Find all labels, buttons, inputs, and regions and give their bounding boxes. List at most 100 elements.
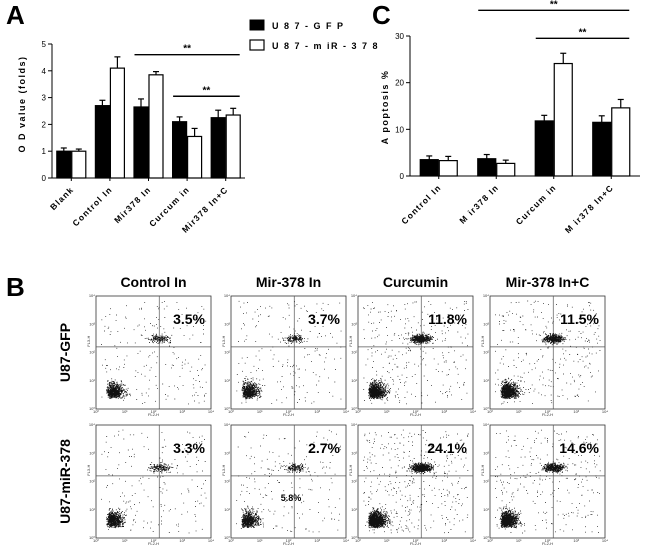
- flow-y-tick-label: 10⁰: [89, 535, 95, 540]
- chart-c-ytick-label: 10: [395, 125, 404, 134]
- flow-x-tick-label: 10³: [179, 538, 185, 543]
- flow-y-tick-label: 10¹: [224, 507, 230, 512]
- flow-y-tick-label: 10¹: [483, 507, 489, 512]
- flow-dots: [101, 300, 207, 405]
- flow-x-tick-label: 10⁰: [93, 409, 99, 414]
- chart-c-bar-gfp-1: [477, 158, 497, 177]
- flow-y-axis-label: FL3-H: [86, 336, 91, 347]
- flow-x-tick-label: 10³: [441, 409, 447, 414]
- flow-percentage: 11.8%: [428, 311, 467, 327]
- flow-percentage: 3.5%: [173, 311, 205, 327]
- chart-a-category-label: Blank: [48, 184, 76, 212]
- flow-y-tick-label: 10⁴: [483, 293, 489, 298]
- flow-y-tick-label: 10⁴: [89, 422, 95, 427]
- flow-x-tick-label: 10⁴: [602, 538, 608, 543]
- chart-a-significance-mark: **: [183, 44, 191, 55]
- chart-a-bar-mir-3: [187, 135, 203, 179]
- flow-y-tick-label: 10²: [89, 350, 95, 355]
- flow-y-tick-label: 10¹: [89, 378, 95, 383]
- flow-dots: [236, 300, 342, 405]
- panel-letter-c: C: [372, 0, 391, 30]
- flow-x-tick-label: 10²: [545, 538, 551, 543]
- flow-x-tick-label: 10⁰: [487, 409, 493, 414]
- flow-x-tick-label: 10³: [314, 538, 320, 543]
- flow-x-tick-label: 10²: [151, 409, 157, 414]
- chart-c-ytick-label: 20: [395, 79, 404, 88]
- flow-row-title: U87-miR-378: [57, 439, 73, 524]
- flow-y-tick-label: 10⁴: [224, 422, 230, 427]
- chart-c-significance-mark: **: [550, 0, 558, 10]
- flow-x-tick-label: 10³: [314, 409, 320, 414]
- flow-dots: [363, 429, 469, 534]
- chart-a-bar-mir-4: [225, 114, 241, 179]
- flow-y-tick-label: 10²: [224, 350, 230, 355]
- flow-dots: [363, 301, 469, 405]
- flow-dots: [495, 429, 601, 534]
- chart-a-category-label: Control In: [70, 184, 114, 228]
- flow-y-tick-label: 10¹: [224, 378, 230, 383]
- flow-cytometry-grid: Control In Mir-378 In Curcumin Mir-378 In+C…: [57, 274, 608, 546]
- flow-y-tick-label: 10¹: [351, 378, 357, 383]
- chart-c-bar-mir-3: [611, 107, 631, 177]
- chart-a-category-label: Mir378 In: [112, 184, 153, 225]
- flow-y-axis-label: FL3-H: [480, 465, 485, 476]
- flow-x-tick-label: 10⁰: [228, 538, 234, 543]
- flow-percentage: 3.7%: [308, 311, 340, 327]
- flow-x-tick-label: 10³: [573, 409, 579, 414]
- flow-percentage: 3.3%: [173, 440, 205, 456]
- flow-x-tick-label: 10²: [545, 409, 551, 414]
- legend: U 8 7 - G F P U 8 7 - m iR - 3 7 8: [249, 19, 378, 51]
- flow-extra-percentage: 5.8%: [281, 493, 302, 503]
- chart-a-bar-gfp-3: [172, 121, 188, 179]
- flow-y-tick-label: 10³: [351, 450, 357, 455]
- flow-y-axis-label: FL3-H: [348, 336, 353, 347]
- flow-column-title: Mir-378 In+C: [506, 274, 590, 290]
- flow-y-tick-label: 10³: [89, 450, 95, 455]
- flow-y-tick-label: 10¹: [89, 507, 95, 512]
- flow-x-tick-label: 10¹: [516, 409, 522, 414]
- flow-x-tick-label: 10³: [179, 409, 185, 414]
- flow-y-tick-label: 10⁰: [351, 406, 357, 411]
- flow-x-axis-label: FL2-H: [410, 412, 421, 417]
- flow-y-tick-label: 10⁴: [224, 293, 230, 298]
- chart-a-ytick-label: 4: [42, 67, 47, 76]
- flow-y-tick-label: 10¹: [483, 378, 489, 383]
- flow-y-tick-label: 10²: [224, 479, 230, 484]
- flow-y-tick-label: 10²: [483, 350, 489, 355]
- flow-y-tick-label: 10²: [351, 479, 357, 484]
- flow-y-tick-label: 10¹: [351, 507, 357, 512]
- flow-x-axis-label: FL2-H: [283, 412, 294, 417]
- flow-percentage: 24.1%: [427, 440, 467, 456]
- chart-c-significance-mark: **: [579, 27, 587, 38]
- chart-c-apoptosis: A poptosis % 0 10 20 30 Control In M ir378 In…: [380, 0, 640, 235]
- chart-a-ytick-label: 3: [42, 94, 47, 103]
- flow-y-tick-label: 10⁴: [483, 422, 489, 427]
- flow-column-title: Curcumin: [383, 274, 448, 290]
- flow-y-axis-label: FL3-H: [480, 336, 485, 347]
- chart-c-bar-mir-0: [438, 160, 458, 177]
- flow-column-title: Mir-378 In: [256, 274, 321, 290]
- flow-x-tick-label: 10⁴: [470, 538, 476, 543]
- panel-letter-a: A: [6, 0, 25, 30]
- chart-a-ytick-label: 0: [42, 174, 47, 183]
- flow-x-tick-label: 10⁰: [228, 409, 234, 414]
- chart-c-bar-mir-1: [496, 162, 516, 177]
- chart-c-category-label: Curcum in: [514, 182, 558, 226]
- flow-x-tick-label: 10³: [573, 538, 579, 543]
- flow-x-axis-label: FL2-H: [542, 412, 553, 417]
- flow-x-tick-label: 10⁰: [355, 538, 361, 543]
- flow-y-tick-label: 10⁰: [483, 406, 489, 411]
- flow-x-tick-label: 10³: [441, 538, 447, 543]
- flow-x-tick-label: 10⁴: [208, 538, 214, 543]
- chart-c-bar-mir-2: [553, 62, 573, 177]
- flow-x-tick-label: 10⁴: [343, 409, 349, 414]
- flow-y-tick-label: 10⁰: [483, 535, 489, 540]
- flow-y-tick-label: 10³: [351, 321, 357, 326]
- legend-swatch-mir: [249, 39, 265, 51]
- chart-a-ytick-label: 5: [42, 40, 47, 49]
